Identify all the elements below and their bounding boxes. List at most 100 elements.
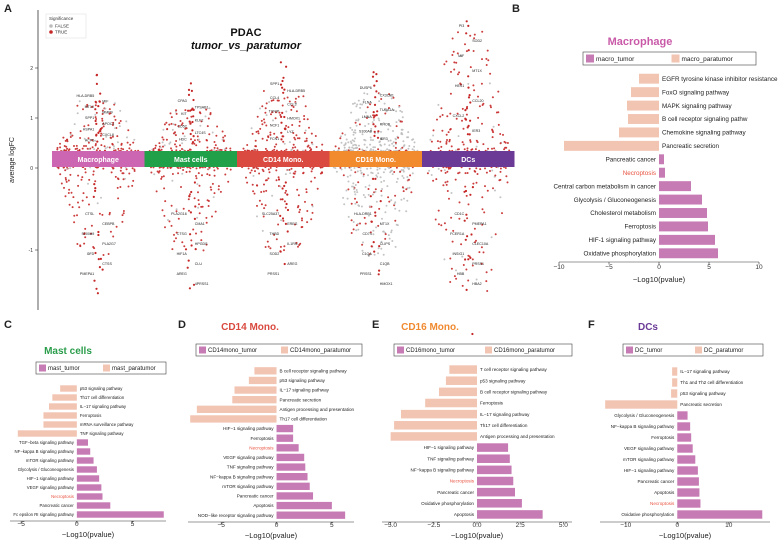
gene-label: PLA2G16	[171, 212, 187, 216]
volcano-dot	[131, 184, 134, 187]
volcano-dot	[350, 202, 353, 205]
volcano-dot	[499, 196, 502, 199]
volcano-dot	[287, 169, 290, 172]
gene-label: CD1C	[454, 212, 464, 216]
volcano-dot	[122, 178, 125, 181]
volcano-dot	[401, 186, 404, 189]
gene-label: INSIG1	[452, 252, 464, 256]
bar-label: Pancreatic cancer	[606, 156, 656, 163]
legend-paratumor-label: CD16mono_paratumor	[494, 348, 555, 354]
volcano-dot	[361, 249, 364, 252]
volcano-dot	[503, 148, 506, 151]
volcano-dot	[99, 92, 102, 95]
volcano-dot	[177, 125, 180, 128]
volcano-dot	[310, 141, 313, 144]
volcano-dot	[160, 176, 163, 178]
x-axis-label: −Log10(pvalue)	[451, 531, 504, 540]
volcano-dot	[224, 134, 226, 137]
volcano-dot	[283, 115, 286, 119]
volcano-dot	[297, 194, 300, 197]
volcano-dot	[168, 220, 171, 223]
volcano-dot	[369, 103, 372, 106]
volcano-dot	[198, 140, 201, 143]
volcano-dot	[189, 109, 192, 112]
gene-label: MT1X	[472, 69, 482, 73]
volcano-dot	[198, 184, 201, 187]
volcano-dot	[253, 192, 256, 195]
volcano-dot	[264, 246, 267, 248]
volcano-dot	[73, 145, 75, 147]
volcano-dot	[264, 147, 267, 150]
volcano-dot	[305, 188, 308, 191]
volcano-dot	[259, 127, 262, 130]
volcano-dot	[97, 105, 100, 108]
volcano-dot	[83, 125, 86, 128]
volcano-dot	[482, 102, 485, 105]
volcano-dot	[275, 111, 277, 114]
volcano-dot	[272, 99, 275, 102]
x-tick-label: −2.5	[427, 522, 440, 529]
gene-label: HLA-DRB5	[76, 94, 94, 98]
volcano-dot	[356, 103, 359, 106]
bar-paratumor	[232, 396, 277, 404]
volcano-dot	[441, 114, 444, 116]
volcano-dot	[126, 136, 128, 139]
volcano-dot	[506, 181, 509, 184]
volcano-dot	[261, 137, 264, 140]
volcano-dot	[350, 149, 353, 152]
bar-label: Chemokine signaling pathway	[662, 130, 747, 137]
volcano-dot	[393, 171, 396, 173]
volcano-dot	[480, 246, 483, 249]
bar-paratumor	[43, 412, 77, 419]
gene-label: HBB	[457, 272, 465, 276]
volcano-dot	[354, 129, 357, 132]
volcano-dot	[486, 189, 489, 192]
volcano-dot	[370, 130, 373, 132]
volcano-dot	[357, 228, 360, 231]
volcano-dot	[179, 167, 182, 169]
bar-label: Pancreatic cancer	[637, 479, 674, 484]
volcano-dot	[288, 100, 291, 103]
volcano-dot	[198, 203, 200, 206]
volcano-dot	[501, 212, 503, 215]
volcano-dot	[475, 278, 478, 281]
volcano-dot	[214, 210, 217, 213]
volcano-dot	[206, 173, 209, 176]
volcano-dot	[304, 200, 306, 203]
volcano-dot	[395, 121, 398, 124]
volcano-dot	[229, 147, 232, 150]
volcano-dot	[160, 177, 163, 180]
volcano-subtitle: tumor_vs_paratumor	[191, 40, 302, 52]
volcano-dot	[403, 144, 406, 147]
volcano-dot	[429, 138, 432, 141]
volcano-title: PDAC	[230, 27, 261, 39]
volcano-dot	[66, 140, 69, 143]
volcano-dot	[165, 121, 168, 124]
volcano-dot	[99, 127, 102, 130]
volcano-dot	[119, 186, 122, 188]
volcano-dot	[454, 178, 457, 181]
bar-label: Necroptosis	[450, 479, 475, 484]
volcano-dot	[64, 195, 67, 198]
volcano-dot	[251, 132, 254, 135]
volcano-dot	[182, 148, 185, 151]
volcano-dot	[465, 32, 468, 35]
volcano-dot	[277, 223, 280, 226]
bar-label: Th17 cell differentiation	[80, 395, 125, 400]
volcano-dot	[97, 233, 100, 237]
volcano-dot	[197, 172, 200, 175]
volcano-dot	[485, 271, 488, 274]
volcano-dot	[469, 101, 472, 104]
legend-paratumor-swatch	[103, 364, 110, 372]
cluster-band-4	[422, 151, 515, 167]
legend-false-label: FALSE	[55, 24, 69, 29]
volcano-dot	[466, 133, 469, 136]
volcano-dot	[81, 176, 84, 179]
volcano-dot	[207, 117, 210, 120]
volcano-dot	[366, 106, 369, 109]
bar-tumor	[276, 492, 314, 500]
volcano-dot	[198, 166, 201, 169]
bar-tumor	[276, 473, 308, 481]
volcano-dot	[458, 171, 461, 174]
volcano-dot	[446, 115, 449, 118]
